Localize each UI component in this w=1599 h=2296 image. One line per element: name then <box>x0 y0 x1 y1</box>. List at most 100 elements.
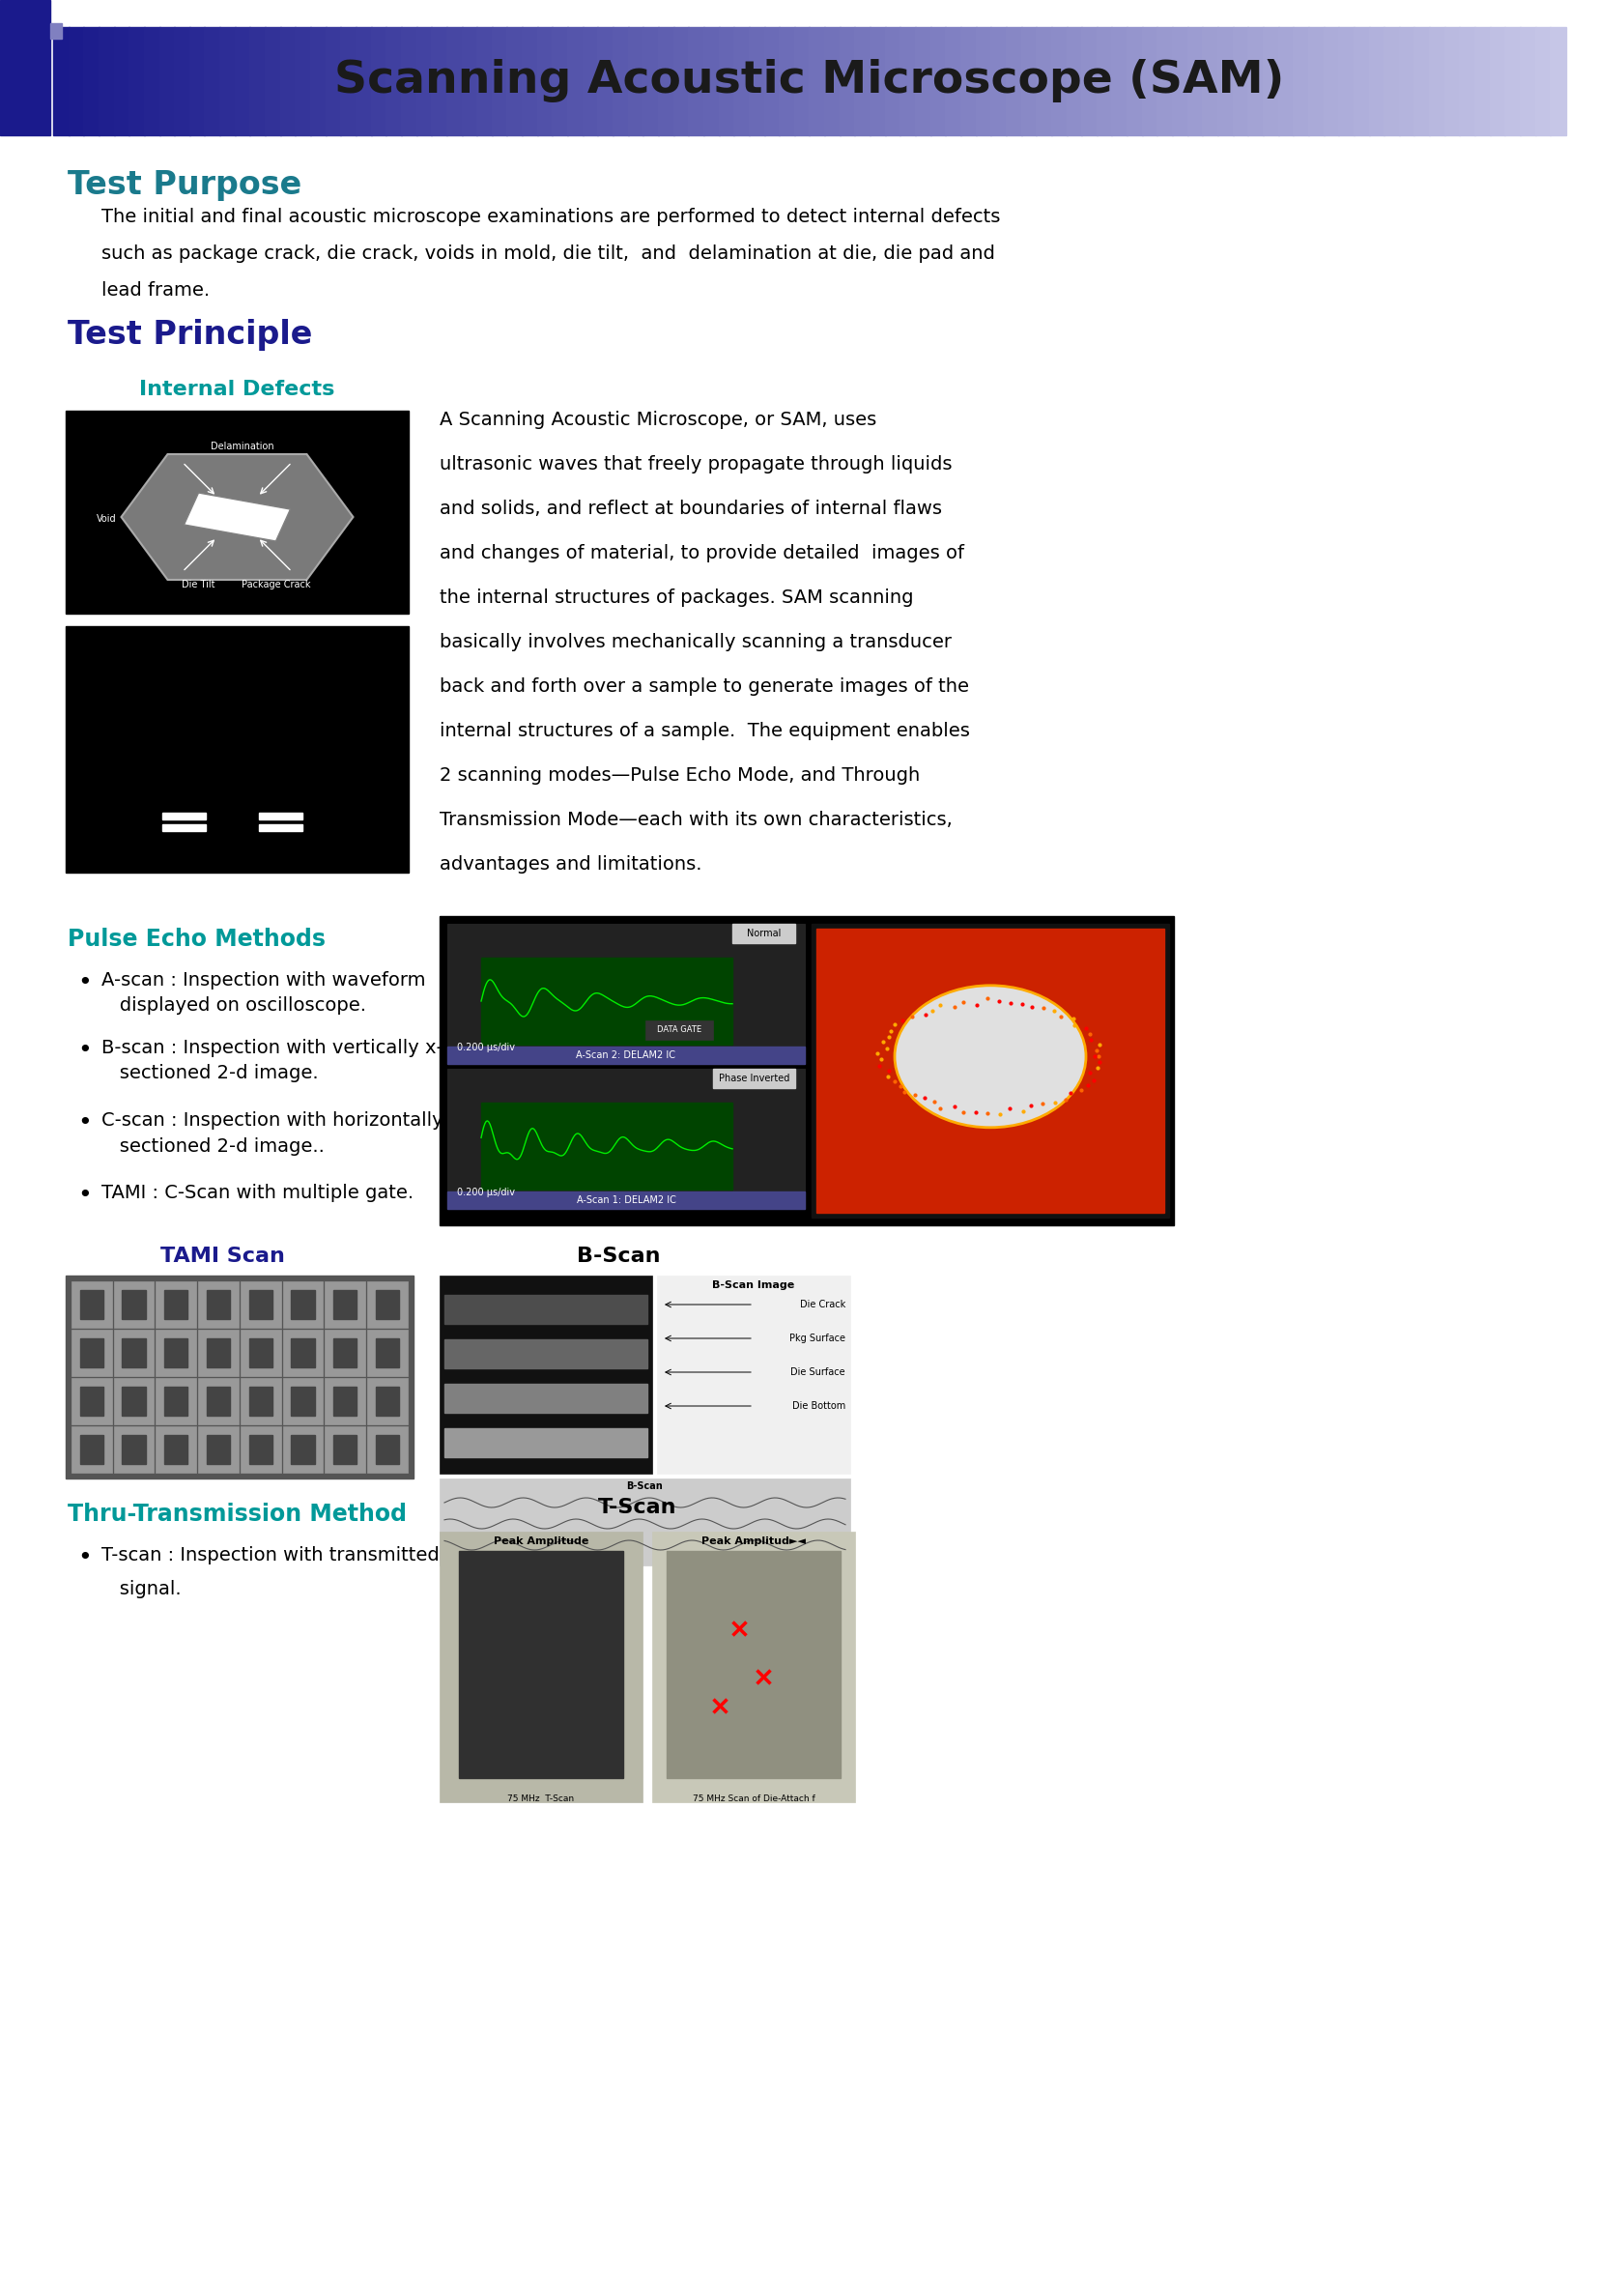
Bar <box>990 28 1006 135</box>
Bar <box>80 1339 104 1368</box>
Bar <box>165 1339 187 1368</box>
Text: 75 MHz  T-Scan: 75 MHz T-Scan <box>507 1795 574 1802</box>
Bar <box>240 1329 281 1375</box>
Bar <box>325 1378 365 1424</box>
Bar <box>839 28 855 135</box>
Bar <box>198 1329 238 1375</box>
Bar <box>401 28 417 135</box>
Polygon shape <box>184 494 289 542</box>
Bar <box>440 1277 652 1474</box>
Bar <box>1095 28 1111 135</box>
Bar <box>0 0 50 28</box>
Bar <box>823 28 839 135</box>
Text: TAMI : C-Scan with multiple gate.: TAMI : C-Scan with multiple gate. <box>101 1185 414 1203</box>
Bar <box>1201 28 1218 135</box>
Bar <box>1051 28 1067 135</box>
Text: Peak Amplitude: Peak Amplitude <box>492 1536 588 1545</box>
Bar <box>448 1068 804 1210</box>
Bar <box>1503 28 1521 135</box>
Bar <box>445 1339 648 1368</box>
Bar <box>376 1435 400 1465</box>
Bar <box>507 28 523 135</box>
Bar <box>1126 28 1142 135</box>
Text: Die Bottom: Die Bottom <box>792 1401 844 1410</box>
Text: •: • <box>77 1185 91 1208</box>
Bar <box>870 28 886 135</box>
Bar <box>122 1290 146 1320</box>
Text: Pkg Surface: Pkg Surface <box>788 1334 844 1343</box>
Text: DATA GATE: DATA GATE <box>657 1026 700 1035</box>
Bar <box>265 28 281 135</box>
Text: •: • <box>77 1111 91 1134</box>
Bar <box>249 1339 272 1368</box>
Bar <box>1444 28 1460 135</box>
Bar <box>66 627 408 872</box>
Bar <box>0 28 50 135</box>
Bar <box>1292 28 1308 135</box>
Bar <box>1142 28 1158 135</box>
Text: 0.200 μs/div: 0.200 μs/div <box>457 1187 515 1196</box>
Bar <box>128 28 146 135</box>
Bar <box>249 28 265 135</box>
Bar <box>259 813 302 820</box>
Bar <box>732 28 750 135</box>
Bar <box>1519 28 1535 135</box>
Bar <box>189 28 205 135</box>
Bar <box>537 28 553 135</box>
Bar <box>1322 28 1338 135</box>
Bar <box>280 28 296 135</box>
Ellipse shape <box>894 985 1086 1127</box>
Bar <box>325 1426 365 1472</box>
Text: back and forth over a sample to generate images of the: back and forth over a sample to generate… <box>440 677 969 696</box>
Bar <box>1111 28 1127 135</box>
Bar <box>206 1290 230 1320</box>
Bar <box>748 28 764 135</box>
Bar <box>899 28 915 135</box>
Bar <box>333 1387 357 1417</box>
Bar <box>291 1290 315 1320</box>
Bar <box>249 1435 272 1465</box>
Bar <box>157 1281 197 1327</box>
Text: 75 MHz Scan of Die-Attach f: 75 MHz Scan of Die-Attach f <box>692 1795 814 1802</box>
Bar <box>368 1329 408 1375</box>
Bar <box>157 1378 197 1424</box>
Bar <box>884 28 900 135</box>
Bar <box>368 1426 408 1472</box>
Bar <box>205 28 221 135</box>
Bar <box>481 957 732 1045</box>
Bar <box>206 1339 230 1368</box>
Bar <box>688 28 704 135</box>
Text: basically involves mechanically scanning a transducer: basically involves mechanically scanning… <box>440 634 951 652</box>
Bar <box>72 1281 112 1327</box>
Bar <box>283 1426 323 1472</box>
Text: signal.: signal. <box>101 1580 181 1598</box>
Bar <box>371 28 387 135</box>
Text: lead frame.: lead frame. <box>101 280 209 298</box>
Bar <box>291 1339 315 1368</box>
Bar <box>448 1047 804 1063</box>
Bar <box>448 923 804 1063</box>
Bar <box>521 28 537 135</box>
Bar <box>1533 28 1549 135</box>
Bar <box>206 1387 230 1417</box>
Bar <box>99 28 115 135</box>
Polygon shape <box>122 455 353 581</box>
Bar <box>114 1281 154 1327</box>
Text: •: • <box>77 1545 91 1570</box>
Bar <box>157 1426 197 1472</box>
Bar <box>1474 28 1490 135</box>
Bar <box>114 1378 154 1424</box>
Text: 0.200 μs/div: 0.200 μs/div <box>457 1042 515 1052</box>
Text: A Scanning Acoustic Microscope, or SAM, uses: A Scanning Acoustic Microscope, or SAM, … <box>440 411 876 429</box>
Bar <box>376 1387 400 1417</box>
Bar <box>854 28 870 135</box>
Bar <box>325 28 341 135</box>
Bar <box>240 1378 281 1424</box>
Text: Internal Defects: Internal Defects <box>139 379 334 400</box>
Bar <box>240 1281 281 1327</box>
Bar <box>1398 28 1414 135</box>
Text: Test Principle: Test Principle <box>67 319 312 351</box>
Bar <box>368 1281 408 1327</box>
Text: A-scan : Inspection with waveform
   displayed on oscilloscope.: A-scan : Inspection with waveform displa… <box>101 971 425 1015</box>
Text: Die Crack: Die Crack <box>800 1300 844 1309</box>
